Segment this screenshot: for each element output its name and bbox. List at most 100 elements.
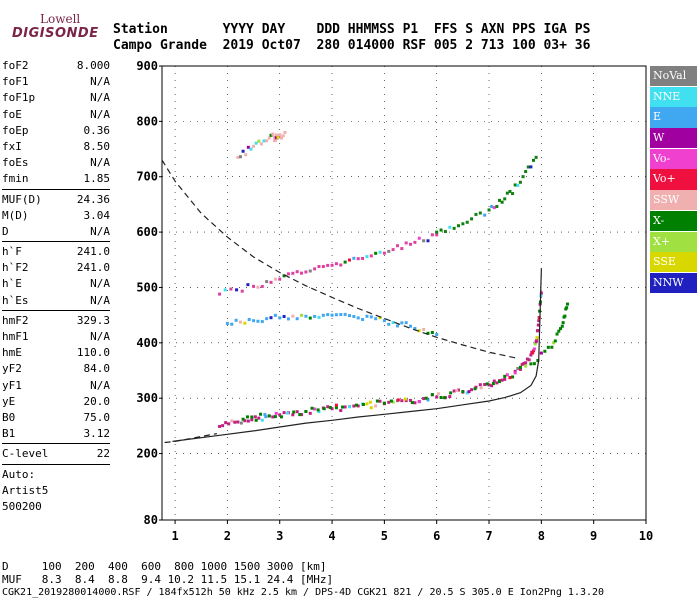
data-point (435, 333, 439, 337)
echo-pixel (565, 306, 569, 310)
echo-pixel (234, 318, 238, 322)
echo-pixel (500, 378, 504, 382)
echo-pixel (413, 326, 417, 330)
param-value: N/A (90, 75, 110, 89)
param-name: foEp (2, 123, 29, 137)
echo-pixel (455, 389, 459, 393)
data-point (218, 292, 222, 296)
echo-pixel (361, 317, 365, 321)
data-point (503, 377, 507, 381)
echo-pixel (279, 415, 283, 419)
echo-pixel (543, 349, 547, 353)
echo-pixel (378, 250, 382, 254)
data-point (278, 413, 282, 417)
x-tick-label: 4 (328, 529, 335, 543)
echo-pixel (537, 316, 541, 320)
data-point (330, 263, 334, 267)
echo-pixel (490, 205, 494, 209)
autoscaler-line: Auto: (2, 467, 36, 481)
echo-pixel (300, 313, 304, 317)
echo-pixel (250, 418, 254, 422)
echo-pixel (508, 376, 512, 380)
echo-pixel (245, 415, 249, 419)
param-value: 1.85 (83, 172, 111, 186)
echo-pixel (243, 419, 247, 423)
echo-pixel (295, 270, 299, 274)
data-point (424, 396, 428, 400)
data-point (241, 417, 245, 421)
echo-pixel (448, 225, 452, 229)
param-separator (2, 443, 110, 445)
echo-pixel (511, 192, 515, 196)
echo-pixel (365, 402, 369, 406)
data-point (529, 362, 533, 366)
echo-pixel (256, 319, 260, 323)
param-row: yF2 84.0 (2, 361, 110, 377)
echo-pixel (426, 331, 430, 335)
echo-pixel (513, 183, 517, 187)
echo-pixel (448, 395, 452, 399)
data-point (382, 251, 386, 255)
echo-pixel (347, 314, 351, 318)
x-tick-label: 2 (224, 529, 231, 543)
param-name: h`E (2, 277, 22, 291)
echo-pixel (369, 315, 373, 319)
echo-pixel (430, 331, 434, 335)
legend-item: NoVal (650, 66, 697, 87)
param-name: B0 (2, 410, 16, 424)
echo-pixel (443, 396, 447, 400)
echo-pixel (361, 402, 365, 406)
echo-pixel (422, 328, 426, 332)
echo-pixel (256, 285, 260, 289)
data-point (252, 144, 256, 148)
echo-pixel (439, 395, 443, 399)
y-tick-label: 200 (136, 447, 158, 461)
data-point (304, 270, 308, 274)
param-name: yF1 (2, 378, 22, 392)
echo-pixel (263, 413, 267, 417)
param-separator (2, 188, 110, 190)
param-value: N/A (90, 330, 110, 343)
echo-pixel (239, 421, 243, 425)
echo-pixel (555, 332, 559, 336)
param-value: 3.04 (83, 208, 111, 222)
echo-pixel (524, 364, 528, 368)
echo-pixel (524, 170, 528, 174)
echo-pixel (535, 339, 539, 343)
echo-pixel (347, 258, 351, 262)
echo-pixel (391, 400, 395, 404)
plot-frame (161, 65, 647, 521)
echo-pixel (465, 391, 469, 395)
echo-pixel (243, 321, 247, 325)
echo-pixel (395, 244, 399, 248)
echo-pixel (374, 404, 378, 408)
param-row: h`F 241.0 (2, 244, 110, 260)
legend-item: Vo- (650, 148, 697, 169)
echo-pixel (275, 134, 279, 138)
echo-pixel (479, 386, 483, 390)
echo-pixel (264, 415, 268, 419)
echo-pixel (417, 329, 421, 333)
echo-pixel (273, 277, 277, 281)
echo-pixel (281, 134, 285, 138)
param-value: N/A (90, 293, 110, 307)
data-point (409, 242, 413, 246)
echo-pixel (532, 362, 536, 366)
y-tick-label: 80 (144, 513, 158, 527)
data-point (252, 284, 256, 288)
data-point (382, 401, 386, 405)
echo-pixel (334, 262, 338, 266)
data-point (518, 367, 522, 371)
data-point (487, 208, 491, 212)
echo-pixel (497, 198, 501, 202)
echo-pixel (279, 136, 283, 140)
data-point (252, 319, 256, 323)
echo-pixel (347, 405, 351, 409)
x-tick-label: 7 (485, 529, 492, 543)
x-tick-label: 6 (433, 529, 440, 543)
echo-pixel (553, 339, 557, 343)
echo-pixel (282, 274, 286, 278)
echo-pixel (513, 369, 517, 373)
echo-pixel (474, 212, 478, 216)
data-point (487, 383, 491, 387)
